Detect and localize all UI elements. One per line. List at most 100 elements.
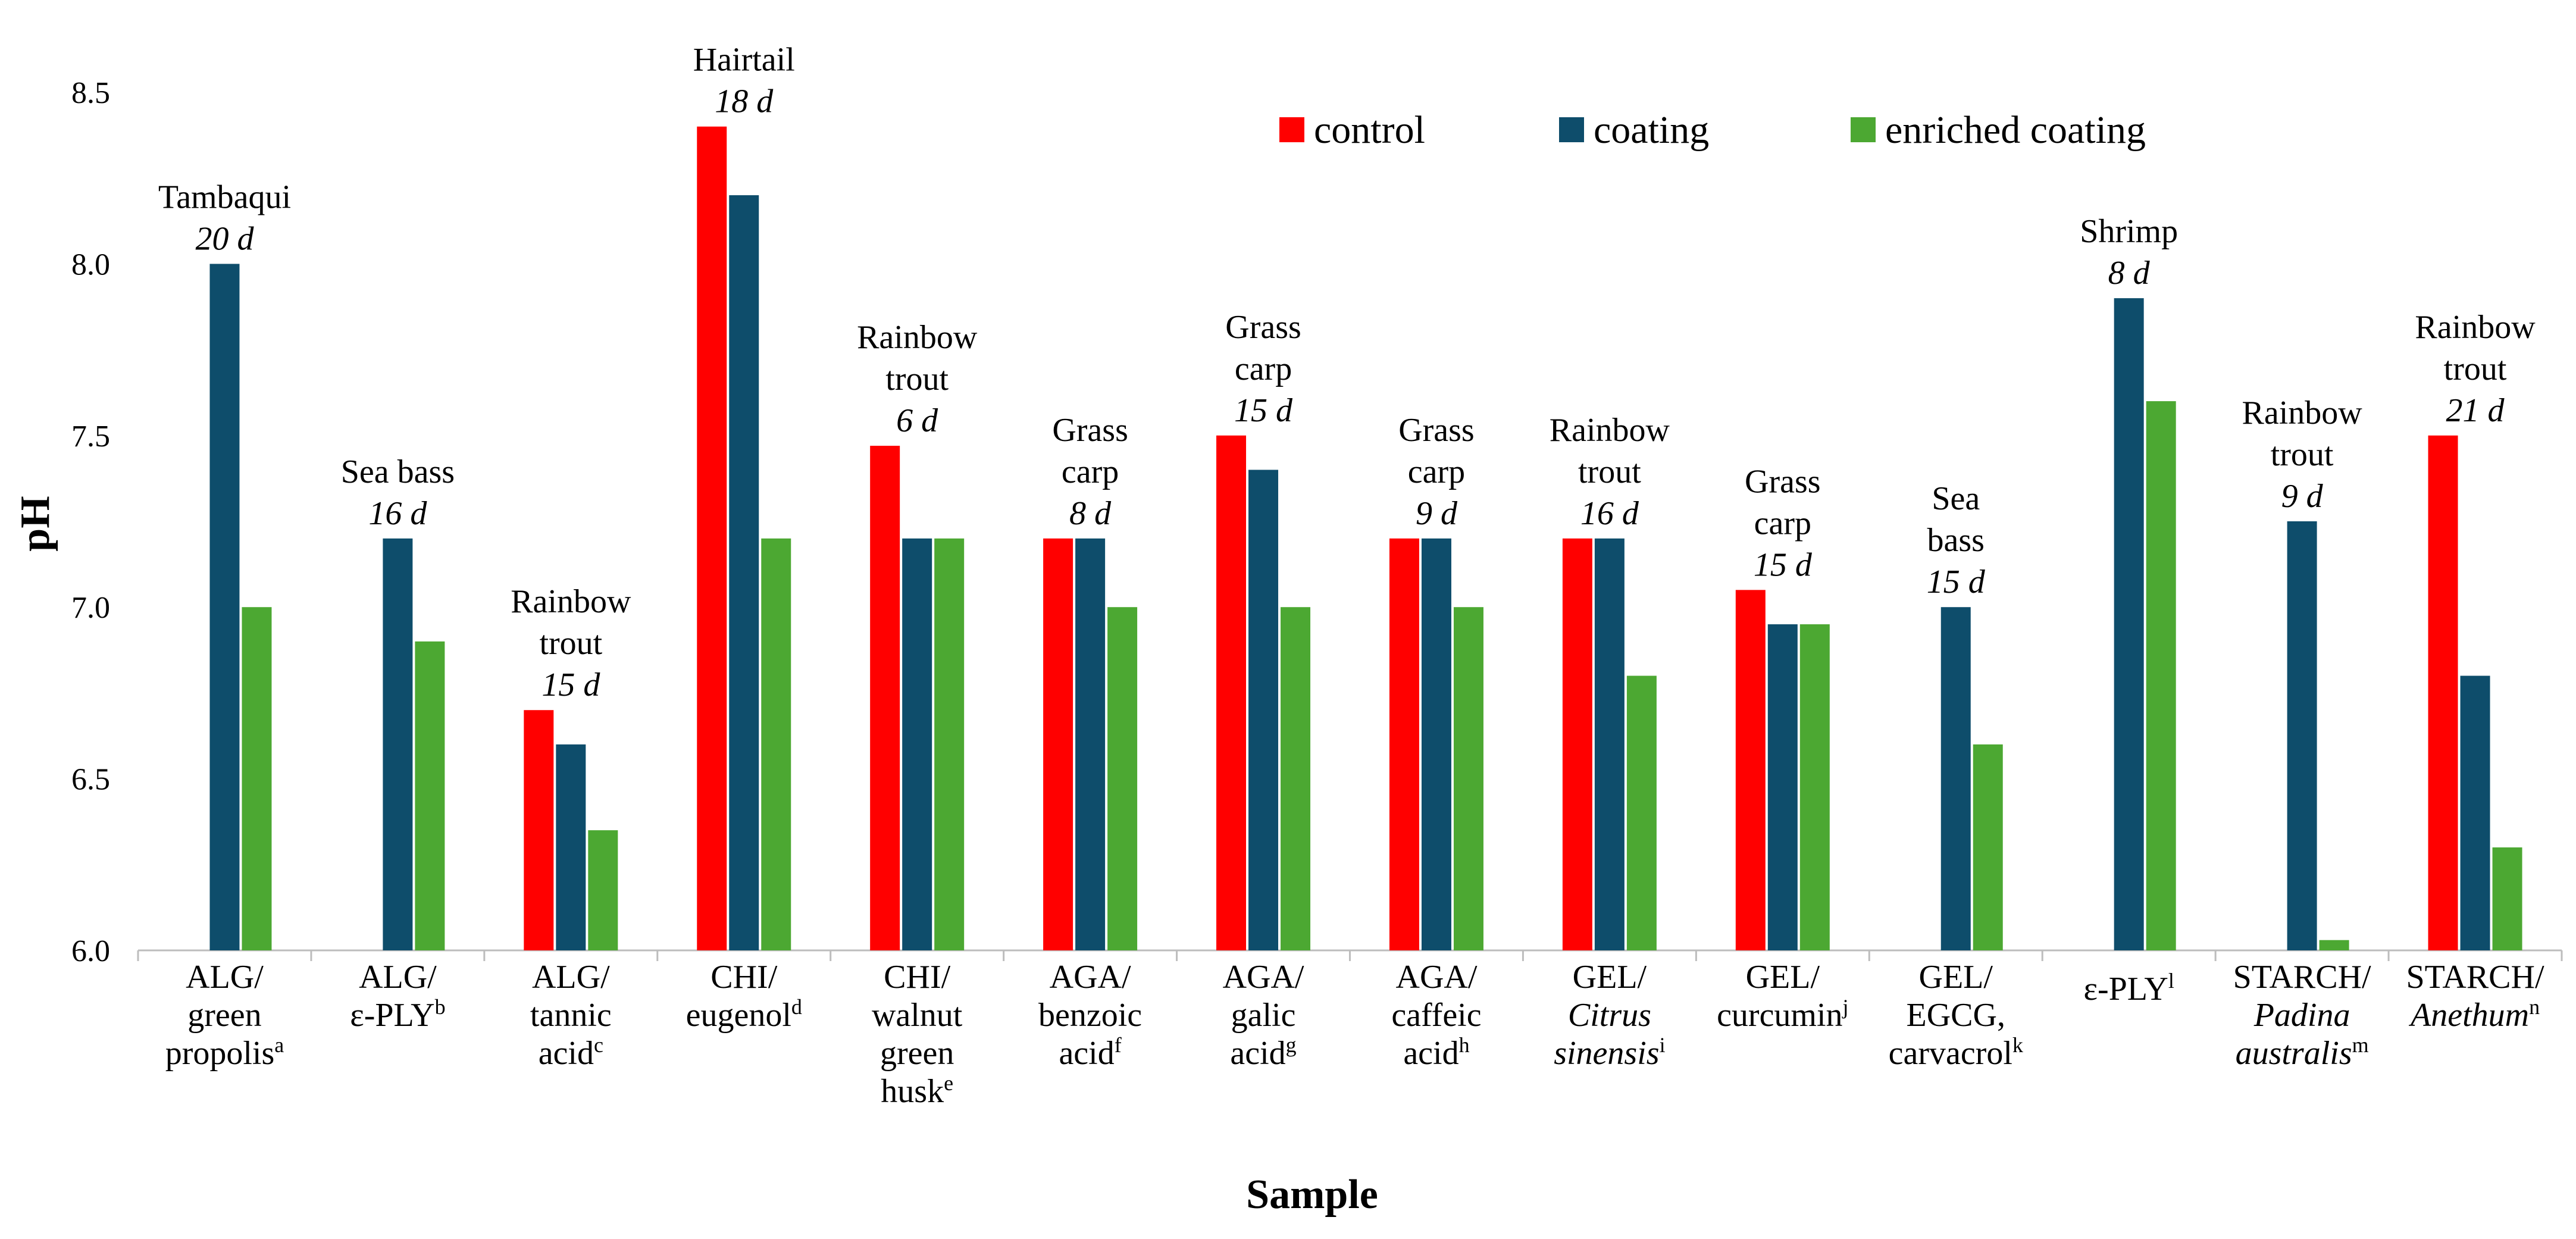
bar-control	[2428, 435, 2458, 950]
category-label-line: ALG/	[186, 959, 264, 996]
category-label-line: Anethumn	[2408, 995, 2540, 1034]
annotation-species: Grass	[1225, 309, 1301, 346]
bar-control	[1043, 538, 1073, 950]
annotation-species: Sea bass	[341, 453, 455, 490]
category-label-line: acidh	[1403, 1033, 1469, 1072]
annotation-days: 9 d	[2281, 478, 2324, 515]
bar-group-annotation: Grass carp 15 d	[1225, 309, 1301, 429]
annotation-species: trout	[539, 625, 602, 662]
category-label-line: curcuminj	[1717, 995, 1849, 1034]
bar-group-annotation: Hairtail 18 d	[693, 42, 795, 120]
category-label-line: CHI/	[884, 959, 950, 996]
bar-control	[1216, 435, 1247, 950]
category-label-line: acidc	[539, 1033, 603, 1072]
bar-enriched-coating	[1973, 744, 2003, 950]
bar-control	[1562, 538, 1592, 950]
bar-control	[1389, 538, 1419, 950]
category-label-line: galic	[1231, 997, 1296, 1034]
y-tick-label: 8.5	[71, 76, 110, 110]
bar-enriched-coating	[1453, 607, 1483, 950]
bar-control	[697, 126, 727, 951]
bar-coating	[902, 538, 932, 950]
annotation-days: 9 d	[1416, 495, 1458, 532]
legend-label: control	[1314, 108, 1425, 152]
category-label-line: green	[880, 1035, 954, 1072]
category-labels: ALG/greenpropolisaALG/ε-PLYbALG/tannicac…	[165, 959, 2544, 1110]
bar-enriched-coating	[1626, 675, 1657, 950]
annotation-species: Grass	[1398, 412, 1475, 449]
bar-group-annotation: Tambaqui 20 d	[158, 179, 291, 257]
annotation-species: Rainbow	[511, 583, 631, 620]
annotation-days: 8 d	[1069, 495, 1112, 532]
annotation-species: carp	[1408, 453, 1465, 490]
category-label-line: GEL/	[1746, 959, 1820, 996]
annotation-species: Rainbow	[2242, 395, 2362, 431]
category-label-line: GEL/	[1919, 959, 1993, 996]
legend-swatch	[1279, 117, 1304, 142]
bar-enriched-coating	[1281, 607, 1311, 950]
category-label-line: GEL/	[1573, 959, 1647, 996]
bar-control	[870, 446, 900, 950]
category-label: ALG/ε-PLYb	[350, 959, 445, 1034]
category-label-line: AGA/	[1050, 959, 1131, 996]
annotation-species: Rainbow	[2415, 309, 2536, 346]
bar-coating	[1248, 470, 1279, 950]
category-label-line: sinensisi	[1554, 1033, 1665, 1072]
annotation-days: 16 d	[368, 495, 427, 532]
legend-swatch	[1559, 117, 1584, 142]
y-tick-label: 7.0	[71, 591, 110, 625]
annotation-days: 21 d	[2446, 392, 2505, 429]
bar-enriched-coating	[761, 538, 791, 950]
category-label: CHI/eugenold	[686, 959, 802, 1034]
legend-item-enriched-coating: enriched coating	[1851, 108, 2146, 152]
annotation-species: Rainbow	[1550, 412, 1670, 449]
bar-coating	[1767, 624, 1798, 950]
category-label-line: caffeic	[1391, 997, 1481, 1034]
bar-group-annotation: Grass carp 8 d	[1052, 412, 1128, 532]
category-label-line: CHI/	[710, 959, 777, 996]
y-tick-label: 6.0	[71, 934, 110, 968]
bar-group-annotation: Grass carp 9 d	[1398, 412, 1475, 532]
bar-coating	[2287, 521, 2317, 950]
legend-swatch	[1851, 117, 1876, 142]
annotation-species: trout	[2444, 351, 2507, 387]
bar-group-annotation: Rainbow trout 6 d	[857, 319, 978, 439]
bar-group-annotation: Rainbow trout 15 d	[511, 583, 631, 703]
x-axis-title: Sample	[1246, 1172, 1378, 1218]
annotation-species: trout	[885, 361, 949, 398]
y-tick-label: 7.5	[71, 420, 110, 453]
category-label-line: ε-PLYl	[2083, 969, 2174, 1008]
category-label-line: Padina	[2253, 997, 2350, 1034]
bar-coating	[2114, 298, 2144, 951]
annotation-species: carp	[1235, 351, 1292, 387]
annotation-species: Rainbow	[857, 319, 978, 356]
bar-enriched-coating	[2319, 940, 2349, 950]
annotation-species: trout	[2271, 436, 2334, 473]
annotation-days: 15 d	[1754, 546, 1813, 583]
y-tick-label: 6.5	[71, 763, 110, 797]
bar-enriched-coating	[2146, 401, 2176, 950]
category-label-line: benzoic	[1038, 997, 1142, 1034]
annotation-species: Grass	[1052, 412, 1128, 449]
category-label-line: AGA/	[1223, 959, 1304, 996]
bar-coating	[729, 195, 759, 950]
annotation-days: 20 d	[195, 220, 254, 257]
bar-coating	[556, 744, 586, 950]
category-label-line: eugenold	[686, 995, 802, 1034]
bar-control	[1735, 590, 1766, 950]
y-axis: 6.0 6.5 7.0 7.5 8.0 8.5	[71, 76, 110, 968]
bar-coating	[2460, 675, 2490, 950]
category-label: ε-PLYl	[2083, 969, 2174, 1008]
bar-enriched-coating	[2492, 847, 2522, 950]
category-label-line: carvacrolk	[1889, 1033, 2023, 1072]
annotation-days: 16 d	[1580, 495, 1639, 532]
category-label: GEL/EGCG,carvacrolk	[1889, 959, 2023, 1072]
category-label-line: green	[187, 997, 261, 1034]
category-label-line: acidg	[1230, 1033, 1296, 1072]
